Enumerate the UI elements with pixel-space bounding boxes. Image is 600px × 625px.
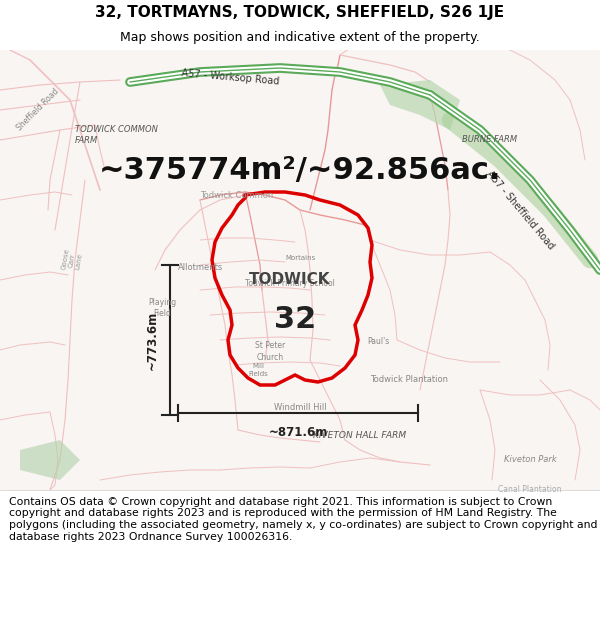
Polygon shape (380, 80, 460, 130)
Text: Kiveton Park: Kiveton Park (503, 456, 556, 464)
Text: Playing
Field: Playing Field (148, 298, 176, 318)
Text: ~773.6m: ~773.6m (146, 311, 158, 369)
Text: Contains OS data © Crown copyright and database right 2021. This information is : Contains OS data © Crown copyright and d… (9, 497, 598, 541)
Text: A57 - Worksop Road: A57 - Worksop Road (181, 68, 280, 86)
Polygon shape (20, 440, 80, 480)
Text: BURNE FARM: BURNE FARM (463, 136, 518, 144)
Text: Todwick Plantation: Todwick Plantation (370, 376, 448, 384)
Text: 32: 32 (274, 306, 316, 334)
Text: Windmill Hill: Windmill Hill (274, 404, 326, 412)
Text: Todwick Primary School: Todwick Primary School (245, 279, 335, 288)
Text: 32, TORTMAYNS, TODWICK, SHEFFIELD, S26 1JE: 32, TORTMAYNS, TODWICK, SHEFFIELD, S26 1… (95, 5, 505, 20)
Text: Paul's: Paul's (367, 338, 389, 346)
Text: ~375774m²/~92.856ac.: ~375774m²/~92.856ac. (99, 156, 501, 184)
Text: TODWICK: TODWICK (249, 272, 331, 288)
Text: Map shows position and indicative extent of the property.: Map shows position and indicative extent… (120, 31, 480, 44)
Text: Church: Church (256, 352, 284, 361)
Text: St Peter: St Peter (255, 341, 285, 349)
Text: A57 - Sheffield Road: A57 - Sheffield Road (484, 169, 556, 251)
Text: Sheffield Road: Sheffield Road (15, 88, 61, 132)
Text: KIVETON HALL FARM: KIVETON HALL FARM (313, 431, 407, 439)
Text: Allotments: Allotments (178, 264, 223, 272)
Text: Todwick Common: Todwick Common (200, 191, 273, 199)
Text: ~871.6m: ~871.6m (268, 426, 328, 439)
Text: Mortains: Mortains (285, 255, 315, 261)
Text: Canal Plantation: Canal Plantation (498, 486, 562, 494)
Text: Goose
Carr
Lane: Goose Carr Lane (60, 248, 84, 272)
Text: Mill
Fields: Mill Fields (248, 364, 268, 376)
Text: TODWICK COMMON
FARM: TODWICK COMMON FARM (75, 125, 158, 145)
